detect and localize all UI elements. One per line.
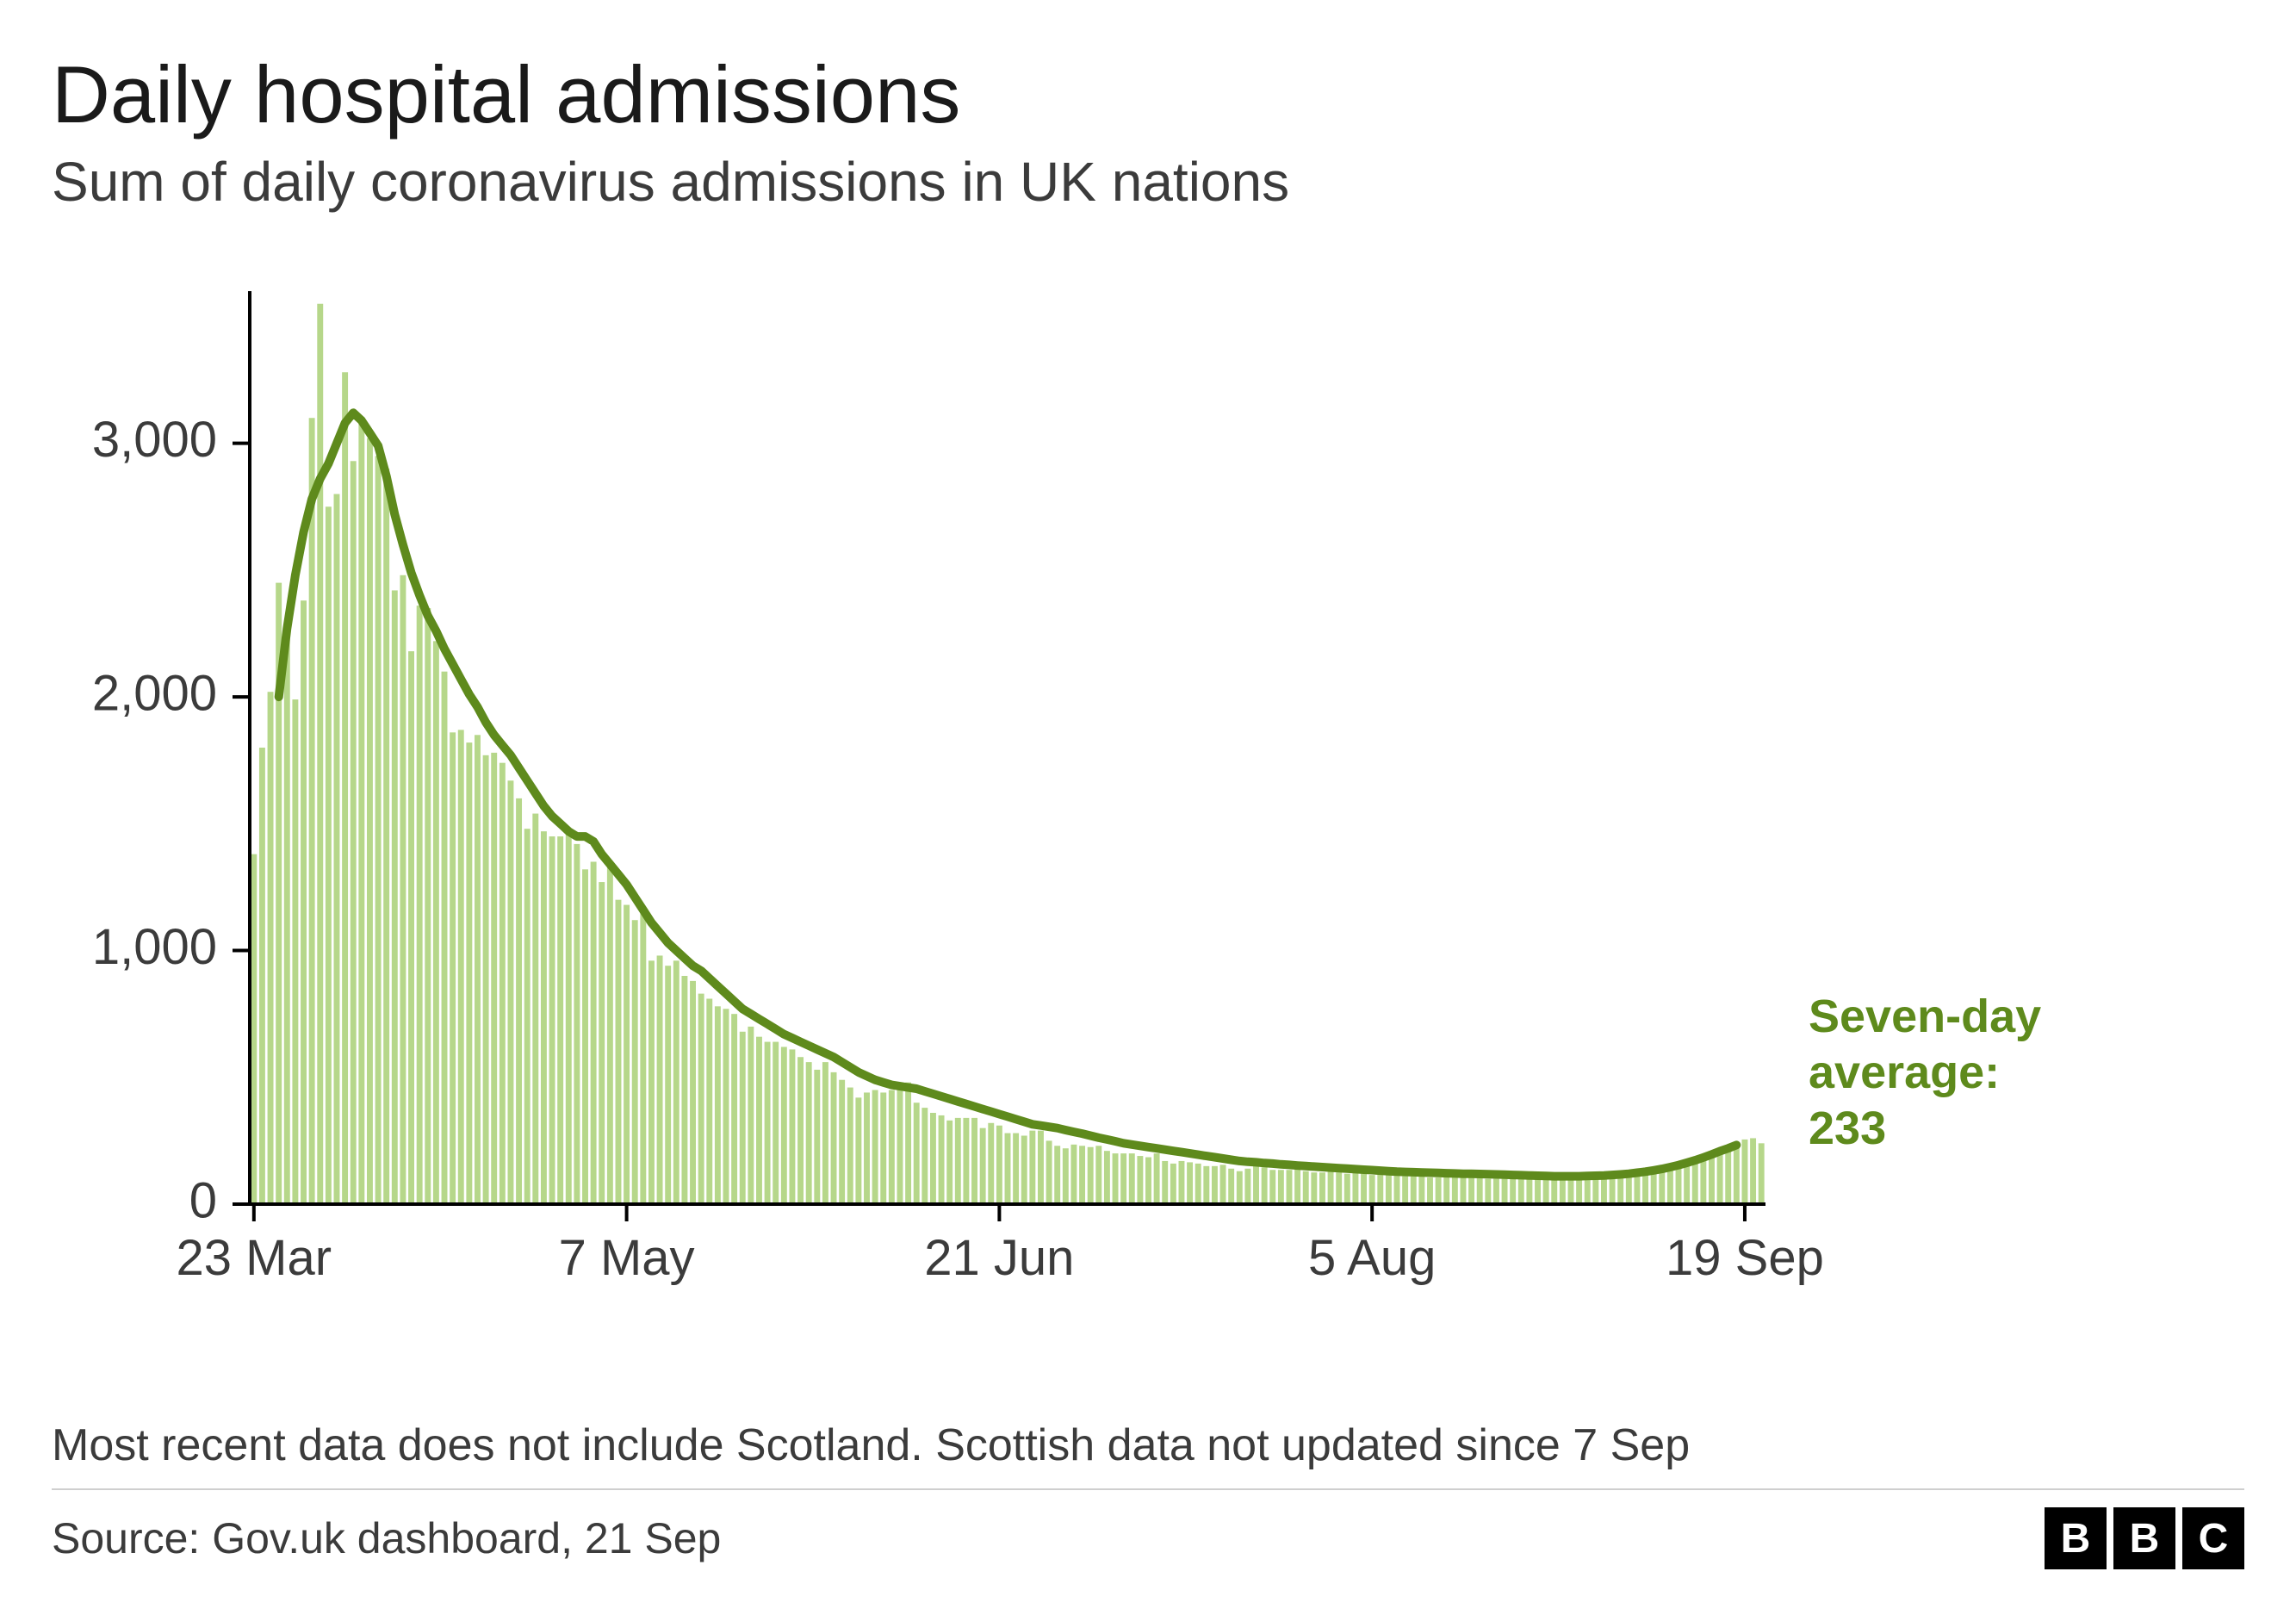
line-end-annotation: Seven-dayaverage:233 xyxy=(1809,989,2041,1156)
svg-text:23 Mar: 23 Mar xyxy=(177,1230,332,1286)
svg-text:3,000: 3,000 xyxy=(92,412,217,468)
chart-container: Daily hospital admissions Sum of daily c… xyxy=(0,0,2296,1615)
bbc-logo-letter: C xyxy=(2182,1507,2244,1569)
svg-text:2,000: 2,000 xyxy=(92,665,217,721)
svg-text:0: 0 xyxy=(189,1172,217,1228)
source-text: Source: Gov.uk dashboard, 21 Sep xyxy=(52,1513,721,1563)
bbc-logo-letter: B xyxy=(2113,1507,2175,1569)
chart-title: Daily hospital admissions xyxy=(52,48,2244,141)
svg-text:21 Jun: 21 Jun xyxy=(924,1230,1074,1286)
bbc-logo: B B C xyxy=(2045,1507,2244,1569)
footer-row: Source: Gov.uk dashboard, 21 Sep B B C xyxy=(52,1488,2244,1569)
svg-text:19 Sep: 19 Sep xyxy=(1666,1230,1824,1286)
chart-subtitle: Sum of daily coronavirus admissions in U… xyxy=(52,150,2244,214)
bbc-logo-letter: B xyxy=(2045,1507,2107,1569)
svg-text:1,000: 1,000 xyxy=(92,919,217,975)
chart-svg: 0 1,000 2,000 3,000 23 Mar 7 May 21 Jun 5 Aug 19… xyxy=(52,239,2244,1385)
chart-area: 0 1,000 2,000 3,000 23 Mar 7 May 21 Jun 5 Aug 19… xyxy=(52,239,2244,1385)
svg-text:7 May: 7 May xyxy=(559,1230,695,1286)
chart-footnote: Most recent data does not include Scotla… xyxy=(52,1419,2244,1471)
svg-text:5 Aug: 5 Aug xyxy=(1308,1230,1436,1286)
